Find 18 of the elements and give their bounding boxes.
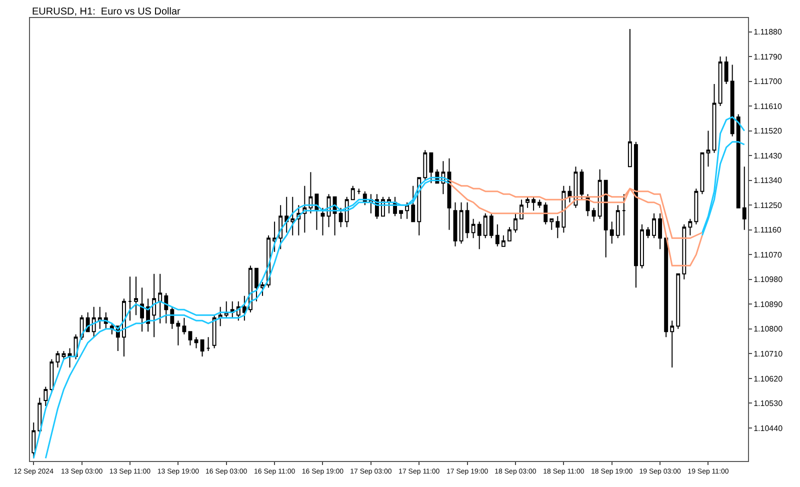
y-tick-label: 1.11430: [754, 151, 782, 160]
y-tick-label: 1.11520: [754, 126, 782, 136]
y-tick-label: 1.11610: [754, 102, 782, 111]
y-tick-label: 1.10440: [754, 424, 784, 433]
y-tick-label: 1.11340: [754, 176, 782, 186]
y-tick-label: 1.11250: [754, 200, 782, 210]
y-tick-label: 1.11790: [754, 52, 782, 62]
chart-title: EURUSD, H1: Euro vs US Dollar: [32, 6, 182, 18]
y-tick-label: 1.11700: [754, 77, 782, 86]
y-tick-label: 1.10890: [754, 300, 784, 309]
y-tick-label: 1.11160: [754, 226, 782, 235]
y-tick-label: 1.11880: [754, 28, 782, 37]
y-tick-label: 1.10530: [754, 399, 784, 408]
y-tick-label: 1.10800: [754, 324, 784, 334]
y-tick-label: 1.10620: [754, 374, 784, 384]
y-tick-label: 1.10710: [754, 349, 784, 358]
y-tick-label: 1.11070: [754, 250, 782, 260]
y-tick-label: 1.10980: [754, 275, 784, 284]
